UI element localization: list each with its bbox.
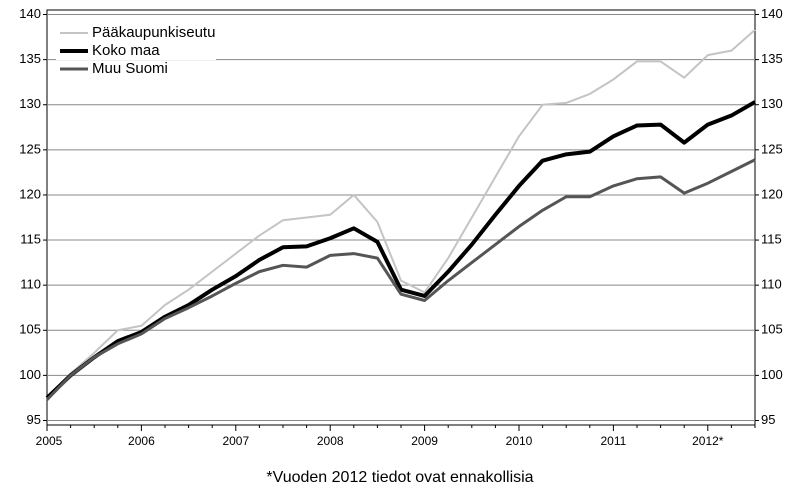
series-line <box>45 100 756 400</box>
y2-tick-label: 95 <box>761 412 775 427</box>
y2-tick-label: 100 <box>761 367 783 382</box>
legend-swatch-bg <box>56 61 216 78</box>
y-tick-label: 105 <box>19 322 41 337</box>
y-tick-label: 115 <box>20 231 41 246</box>
y-tick-label: 140 <box>19 6 41 21</box>
series-line <box>46 29 756 399</box>
legend-swatch-bg <box>56 25 216 42</box>
x-tick-label: 2010 <box>506 434 533 448</box>
x-tick-label: 2007 <box>222 434 249 448</box>
y2-tick-label: 125 <box>761 141 783 156</box>
y-tick-label: 95 <box>27 412 41 427</box>
y-tick-label: 110 <box>20 277 41 292</box>
series-line <box>45 158 756 401</box>
y-tick-label: 125 <box>19 141 41 156</box>
x-tick-label: 2011 <box>600 434 626 448</box>
y2-tick-label: 135 <box>761 51 783 66</box>
x-tick-label: 2005 <box>36 434 63 448</box>
legend-swatch-bg <box>56 43 216 60</box>
footnote: *Vuoden 2012 tiedot ovat ennakollisia <box>266 469 533 486</box>
y2-tick-label: 115 <box>761 231 782 246</box>
y2-tick-label: 140 <box>761 6 783 21</box>
x-tick-label: 2008 <box>317 434 344 448</box>
y2-tick-label: 110 <box>761 277 782 292</box>
y2-tick-label: 120 <box>761 186 783 201</box>
y-tick-label: 130 <box>19 96 41 111</box>
x-tick-label: 2006 <box>128 434 155 448</box>
legend-label: Pääkaupunkiseutu <box>92 24 215 41</box>
y2-tick-label: 105 <box>761 322 783 337</box>
y-tick-label: 100 <box>19 367 41 382</box>
legend-label: Koko maa <box>92 42 160 59</box>
y2-tick-label: 130 <box>761 96 783 111</box>
legend-label: Muu Suomi <box>92 60 168 77</box>
x-tick-label: 2012* <box>692 434 724 448</box>
y-tick-label: 120 <box>19 186 41 201</box>
y-tick-label: 135 <box>19 51 41 66</box>
x-tick-label: 2009 <box>411 434 438 448</box>
